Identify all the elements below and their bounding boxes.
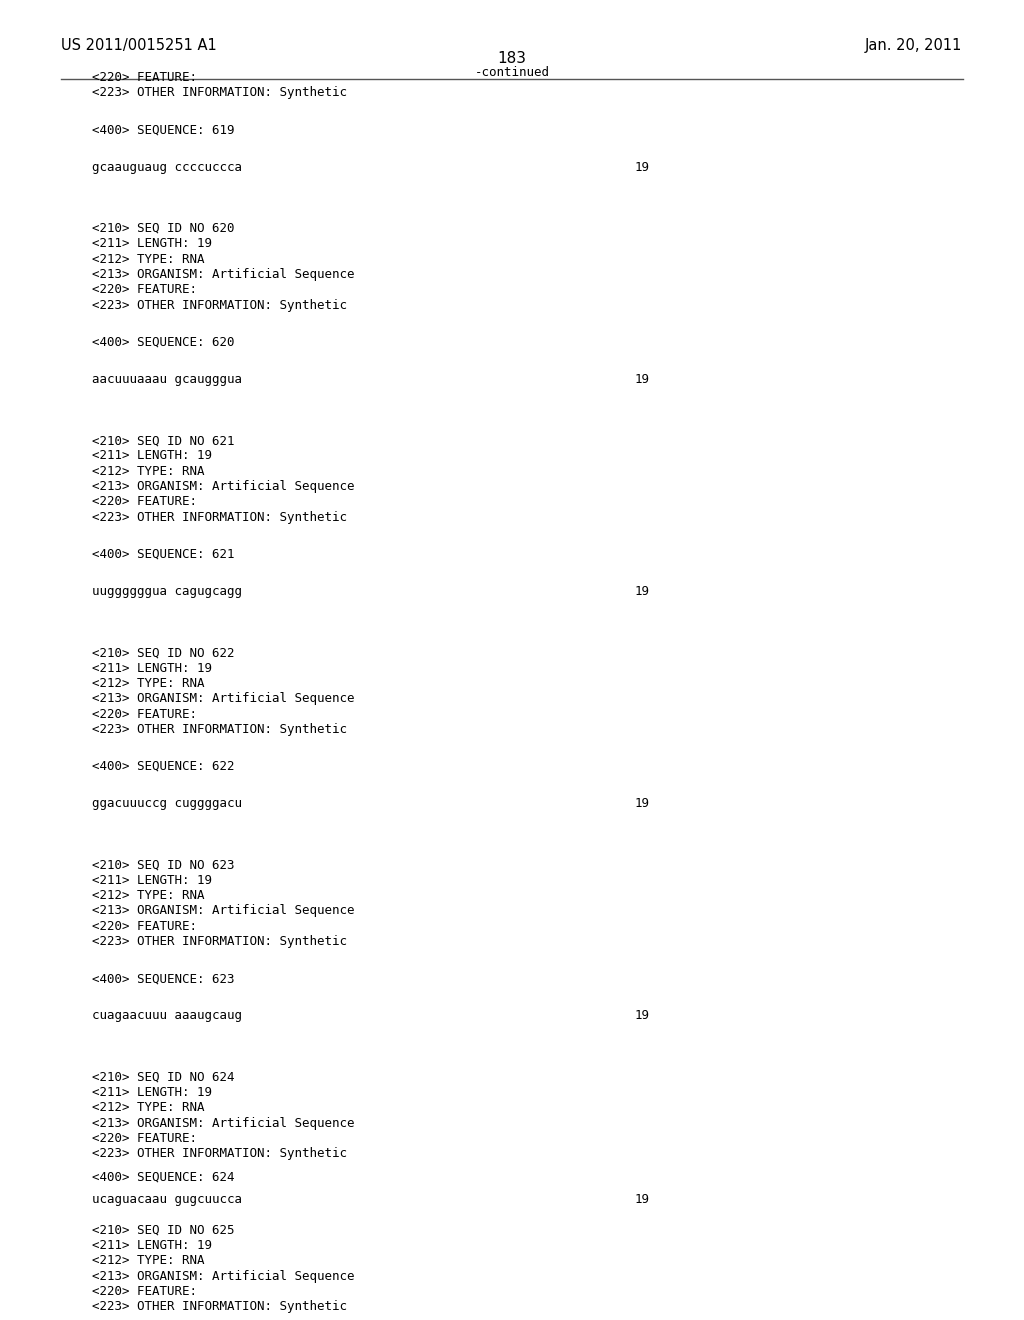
Text: <213> ORGANISM: Artificial Sequence: <213> ORGANISM: Artificial Sequence: [92, 1117, 354, 1130]
Text: -continued: -continued: [474, 66, 550, 79]
Text: <212> TYPE: RNA: <212> TYPE: RNA: [92, 252, 205, 265]
Text: <223> OTHER INFORMATION: Synthetic: <223> OTHER INFORMATION: Synthetic: [92, 298, 347, 312]
Text: <223> OTHER INFORMATION: Synthetic: <223> OTHER INFORMATION: Synthetic: [92, 723, 347, 735]
Text: 19: 19: [635, 797, 650, 810]
Text: <220> FEATURE:: <220> FEATURE:: [92, 1131, 198, 1144]
Text: <220> FEATURE:: <220> FEATURE:: [92, 495, 198, 508]
Text: <213> ORGANISM: Artificial Sequence: <213> ORGANISM: Artificial Sequence: [92, 480, 354, 494]
Text: 19: 19: [635, 585, 650, 598]
Text: <212> TYPE: RNA: <212> TYPE: RNA: [92, 1101, 205, 1114]
Text: <213> ORGANISM: Artificial Sequence: <213> ORGANISM: Artificial Sequence: [92, 904, 354, 917]
Text: <210> SEQ ID NO 625: <210> SEQ ID NO 625: [92, 1224, 234, 1237]
Text: <400> SEQUENCE: 621: <400> SEQUENCE: 621: [92, 548, 234, 561]
Text: <211> LENGTH: 19: <211> LENGTH: 19: [92, 1086, 212, 1100]
Text: <210> SEQ ID NO 624: <210> SEQ ID NO 624: [92, 1071, 234, 1084]
Text: <400> SEQUENCE: 619: <400> SEQUENCE: 619: [92, 124, 234, 136]
Text: <220> FEATURE:: <220> FEATURE:: [92, 284, 198, 296]
Text: gcaauguaug ccccuccca: gcaauguaug ccccuccca: [92, 161, 242, 174]
Text: <223> OTHER INFORMATION: Synthetic: <223> OTHER INFORMATION: Synthetic: [92, 1300, 347, 1313]
Text: <211> LENGTH: 19: <211> LENGTH: 19: [92, 238, 212, 251]
Text: <211> LENGTH: 19: <211> LENGTH: 19: [92, 661, 212, 675]
Text: <400> SEQUENCE: 623: <400> SEQUENCE: 623: [92, 972, 234, 985]
Text: ggacuuuccg cuggggacu: ggacuuuccg cuggggacu: [92, 797, 242, 810]
Text: uuggggggua cagugcagg: uuggggggua cagugcagg: [92, 585, 242, 598]
Text: <212> TYPE: RNA: <212> TYPE: RNA: [92, 465, 205, 478]
Text: <223> OTHER INFORMATION: Synthetic: <223> OTHER INFORMATION: Synthetic: [92, 1147, 347, 1160]
Text: 19: 19: [635, 374, 650, 385]
Text: <400> SEQUENCE: 620: <400> SEQUENCE: 620: [92, 335, 234, 348]
Text: <213> ORGANISM: Artificial Sequence: <213> ORGANISM: Artificial Sequence: [92, 268, 354, 281]
Text: 19: 19: [635, 161, 650, 174]
Text: <220> FEATURE:: <220> FEATURE:: [92, 1284, 198, 1298]
Text: aacuuuaaau gcaugggua: aacuuuaaau gcaugggua: [92, 374, 242, 385]
Text: 19: 19: [635, 1193, 650, 1206]
Text: <212> TYPE: RNA: <212> TYPE: RNA: [92, 677, 205, 690]
Text: <210> SEQ ID NO 623: <210> SEQ ID NO 623: [92, 858, 234, 871]
Text: <211> LENGTH: 19: <211> LENGTH: 19: [92, 1239, 212, 1251]
Text: <220> FEATURE:: <220> FEATURE:: [92, 71, 198, 84]
Text: <213> ORGANISM: Artificial Sequence: <213> ORGANISM: Artificial Sequence: [92, 1270, 354, 1283]
Text: <211> LENGTH: 19: <211> LENGTH: 19: [92, 449, 212, 462]
Text: <210> SEQ ID NO 621: <210> SEQ ID NO 621: [92, 434, 234, 447]
Text: 183: 183: [498, 51, 526, 66]
Text: ucaguacaau gugcuucca: ucaguacaau gugcuucca: [92, 1193, 242, 1206]
Text: <210> SEQ ID NO 620: <210> SEQ ID NO 620: [92, 222, 234, 235]
Text: <211> LENGTH: 19: <211> LENGTH: 19: [92, 874, 212, 887]
Text: 19: 19: [635, 1010, 650, 1023]
Text: <223> OTHER INFORMATION: Synthetic: <223> OTHER INFORMATION: Synthetic: [92, 86, 347, 99]
Text: <223> OTHER INFORMATION: Synthetic: <223> OTHER INFORMATION: Synthetic: [92, 511, 347, 524]
Text: <210> SEQ ID NO 622: <210> SEQ ID NO 622: [92, 647, 234, 659]
Text: <223> OTHER INFORMATION: Synthetic: <223> OTHER INFORMATION: Synthetic: [92, 935, 347, 948]
Text: <212> TYPE: RNA: <212> TYPE: RNA: [92, 890, 205, 902]
Text: <400> SEQUENCE: 624: <400> SEQUENCE: 624: [92, 1170, 234, 1183]
Text: <213> ORGANISM: Artificial Sequence: <213> ORGANISM: Artificial Sequence: [92, 692, 354, 705]
Text: cuagaacuuu aaaugcaug: cuagaacuuu aaaugcaug: [92, 1010, 242, 1023]
Text: <400> SEQUENCE: 622: <400> SEQUENCE: 622: [92, 760, 234, 774]
Text: <220> FEATURE:: <220> FEATURE:: [92, 708, 198, 721]
Text: Jan. 20, 2011: Jan. 20, 2011: [865, 38, 963, 53]
Text: <212> TYPE: RNA: <212> TYPE: RNA: [92, 1254, 205, 1267]
Text: <220> FEATURE:: <220> FEATURE:: [92, 920, 198, 933]
Text: US 2011/0015251 A1: US 2011/0015251 A1: [61, 38, 217, 53]
